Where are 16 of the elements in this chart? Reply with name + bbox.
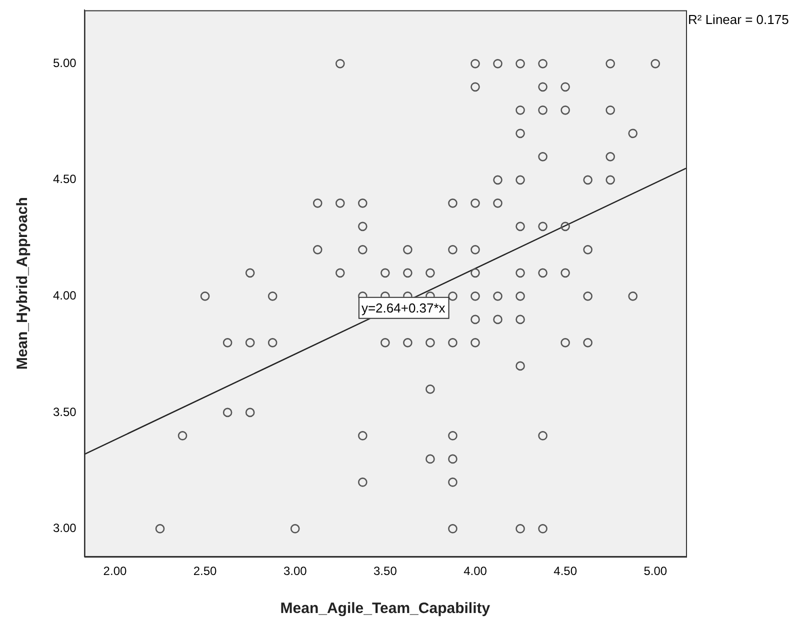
y-tick-label: 5.00	[52, 56, 77, 70]
annotation: y=2.64+0.37*x	[361, 300, 446, 316]
x-tick-label: 3.50	[374, 564, 398, 578]
x-tick-label: 2.50	[193, 564, 218, 578]
x-tick-label: 3.00	[283, 564, 308, 578]
y-tick-label: 3.50	[52, 404, 77, 419]
x-tick-label: 4.50	[554, 564, 578, 578]
text: R² Linear = 0.175	[688, 12, 789, 27]
y-tick-label: 3.00	[52, 521, 77, 536]
y-tick-label: 4.00	[52, 288, 77, 302]
x-tick-label: 4.00	[464, 564, 488, 578]
y-tick-label: 4.50	[52, 172, 77, 186]
y-axis-title: Mean_Hybrid_Approach	[14, 197, 32, 370]
x-tick-label: 5.00	[644, 564, 668, 578]
x-tick-label: 2.00	[103, 564, 127, 578]
x-axis-title: Mean_Agile_Team_Capability	[280, 600, 491, 618]
